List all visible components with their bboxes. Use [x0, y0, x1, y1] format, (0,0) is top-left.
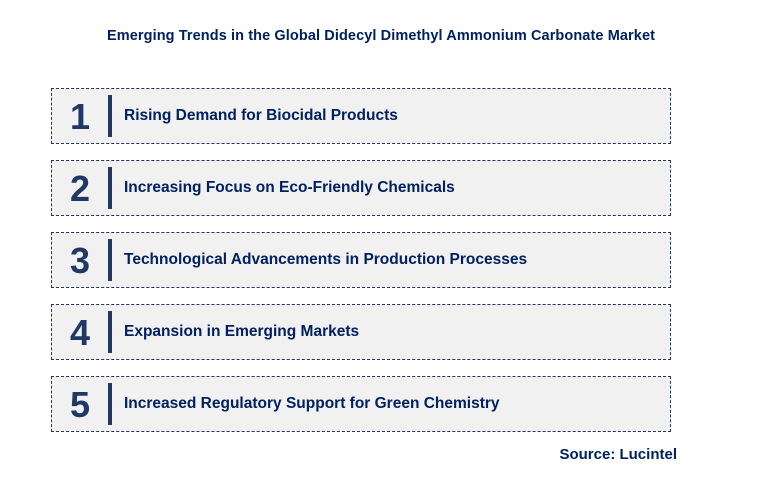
separator-bar [108, 383, 112, 425]
trend-label: Expansion in Emerging Markets [124, 323, 360, 340]
separator-bar [108, 239, 112, 281]
trend-number: 5 [69, 384, 91, 425]
figure-title: Emerging Trends in the Global Didecyl Di… [106, 28, 656, 44]
separator-bar [108, 311, 112, 353]
trend-number: 2 [69, 168, 91, 209]
trend-row: 5 Increased Regulatory Support for Green… [51, 376, 671, 432]
trend-list: 1 Rising Demand for Biocidal Products 2 … [51, 88, 671, 432]
trend-label: Technological Advancements in Production… [124, 251, 528, 268]
trend-row: 4 Expansion in Emerging Markets [51, 304, 671, 360]
separator-bar [108, 95, 112, 137]
trend-number: 1 [69, 96, 91, 137]
trend-number: 3 [69, 240, 91, 281]
trend-row: 1 Rising Demand for Biocidal Products [51, 88, 671, 144]
source-credit: Source: Lucintel [559, 446, 677, 463]
separator-bar [108, 167, 112, 209]
trend-label: Increased Regulatory Support for Green C… [124, 395, 500, 412]
trend-number: 4 [69, 312, 91, 353]
trend-label: Rising Demand for Biocidal Products [124, 107, 398, 124]
trend-label: Increasing Focus on Eco-Friendly Chemica… [124, 179, 455, 196]
trend-row: 2 Increasing Focus on Eco-Friendly Chemi… [51, 160, 671, 216]
trend-row: 3 Technological Advancements in Producti… [51, 232, 671, 288]
